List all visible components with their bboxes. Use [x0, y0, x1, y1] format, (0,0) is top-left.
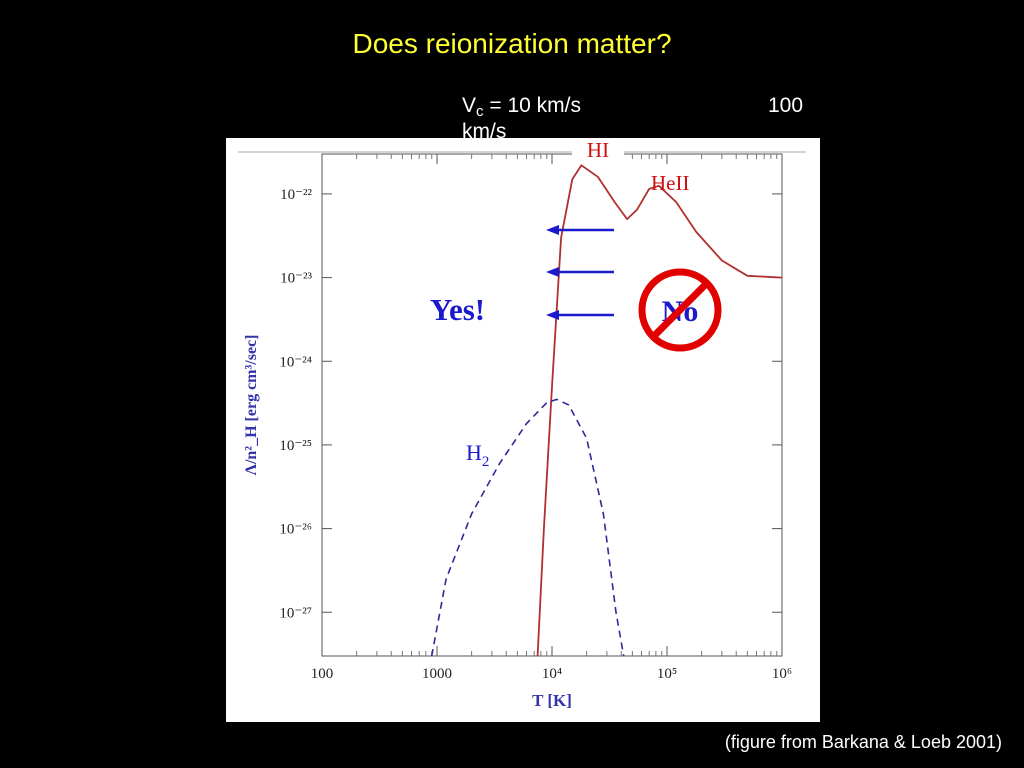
figure-caption: (figure from Barkana & Loeb 2001)	[724, 732, 1002, 752]
cooling-curve-chart: 100 1000 10⁴ 10⁵ 10⁶ 10⁻²² 10⁻²³ 10⁻²⁴ 10⁻²⁵ 10⁻²…	[238, 126, 806, 710]
hi-label: HI	[587, 138, 609, 162]
velocity-label-value: = 10 km/s	[483, 94, 581, 117]
no-sign-slash	[650, 280, 710, 340]
velocity-label: Vc = 10 km/s	[462, 94, 581, 120]
x-axis-title: T [K]	[532, 691, 572, 710]
velocity-label-100: 100	[768, 94, 804, 117]
y-tick-label: 10⁻²⁵	[279, 438, 312, 454]
y-tick-label: 10⁻²⁴	[279, 354, 312, 370]
yes-label: Yes!	[430, 292, 485, 327]
y-tick-label: 10⁻²³	[280, 271, 312, 287]
arrow-head	[546, 225, 559, 235]
x-tick-label: 10⁴	[542, 666, 562, 682]
velocity-unit-cut: km/s	[462, 120, 507, 138]
heii-label: HeII	[651, 171, 689, 195]
h2-label: H2	[466, 440, 489, 470]
y-tick-label: 10⁻²²	[280, 187, 312, 203]
no-sign-circle	[638, 268, 722, 352]
x-tick-label: 100	[311, 666, 334, 682]
x-tick-label: 10⁵	[657, 666, 677, 682]
y-tick-label: 10⁻²⁶	[279, 522, 312, 538]
series-line-hi	[536, 164, 783, 657]
arrow-head	[546, 310, 559, 320]
y-axis-title: Λ/n²_H [erg cm³/sec]	[243, 334, 260, 475]
slide-title: Does reionization matter?	[352, 28, 672, 59]
x-tick-label: 10⁶	[772, 666, 792, 682]
velocity-label-sub: c	[476, 103, 484, 120]
velocity-label-v: V	[462, 94, 477, 117]
arrow-head	[546, 267, 559, 277]
series-line-h2	[430, 398, 625, 657]
figure-panel: 100 1000 10⁴ 10⁵ 10⁶ 10⁻²² 10⁻²³ 10⁻²⁴ 10⁻²⁵ 10⁻²…	[226, 126, 820, 722]
y-tick-label: 10⁻²⁷	[279, 605, 312, 621]
x-tick-label: 1000	[422, 666, 452, 682]
